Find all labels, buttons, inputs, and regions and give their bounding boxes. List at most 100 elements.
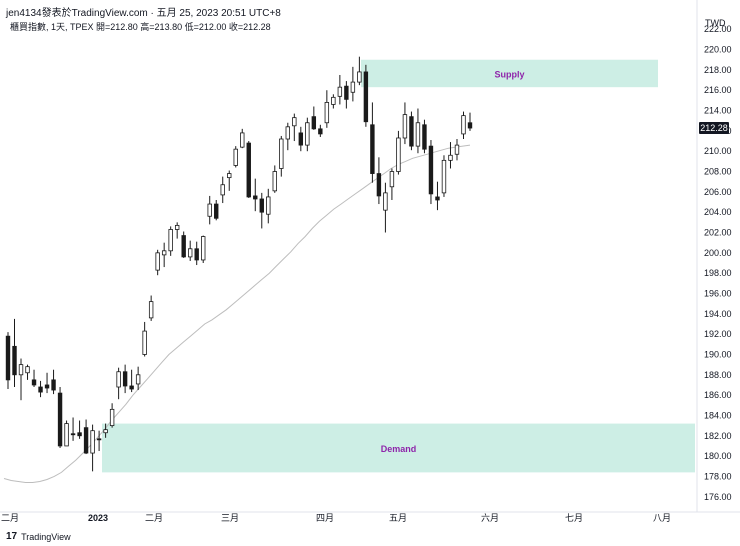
candle-body[interactable] — [279, 138, 284, 169]
candle-body[interactable] — [129, 385, 134, 390]
candle-body[interactable] — [207, 203, 212, 217]
candle-body[interactable] — [448, 154, 453, 161]
last-price-label: 212.28 — [700, 123, 728, 133]
zones-layer: Supply Demand — [102, 59, 695, 473]
candle-body[interactable] — [51, 379, 56, 391]
candle-body[interactable] — [402, 114, 408, 139]
candle-body[interactable] — [357, 71, 362, 83]
candle-body[interactable] — [142, 330, 147, 355]
candle-body[interactable] — [5, 335, 11, 381]
tradingview-footer[interactable]: 17 TradingView — [6, 531, 71, 542]
candle-body[interactable] — [389, 171, 395, 188]
candle-body[interactable] — [435, 196, 440, 201]
candle-body[interactable] — [240, 132, 245, 148]
y-tick-label: 208.00 — [704, 167, 732, 177]
candle-body[interactable] — [220, 184, 225, 196]
x-tick-label: 2023 — [88, 513, 108, 523]
axes-layer: TWD222.00220.00218.00216.00214.00212.002… — [0, 0, 740, 523]
candle-body[interactable] — [57, 392, 63, 447]
candle-body[interactable] — [116, 371, 121, 388]
candle-body[interactable] — [292, 117, 297, 127]
y-tick-label: 210.00 — [704, 146, 732, 156]
candle-body[interactable] — [122, 371, 128, 387]
candle-body[interactable] — [148, 301, 154, 319]
candle-body[interactable] — [285, 126, 291, 140]
candle-body[interactable] — [376, 173, 382, 197]
candle-body[interactable] — [12, 345, 17, 376]
candle-body[interactable] — [18, 364, 24, 376]
candle-body[interactable] — [454, 144, 460, 155]
candle-body[interactable] — [174, 224, 180, 230]
candle-body[interactable] — [168, 229, 173, 252]
candle-body[interactable] — [96, 438, 102, 441]
candle-body[interactable] — [259, 198, 264, 213]
candle-body[interactable] — [155, 252, 160, 271]
candle-body[interactable] — [383, 192, 388, 211]
x-tick-label: 七月 — [565, 513, 583, 523]
candles-layer[interactable] — [5, 56, 473, 472]
x-tick-label: 二月 — [145, 513, 163, 523]
candle-body[interactable] — [25, 366, 30, 374]
candle-body[interactable] — [461, 115, 466, 135]
candle-body[interactable] — [396, 137, 401, 172]
x-tick-label: 四月 — [316, 513, 334, 523]
candle-body[interactable] — [227, 173, 232, 179]
candle-body[interactable] — [415, 122, 421, 147]
candle-body[interactable] — [344, 85, 349, 100]
x-tick-label: 五月 — [389, 513, 407, 523]
candle-body[interactable] — [337, 86, 343, 97]
candle-body[interactable] — [370, 124, 375, 174]
y-tick-label: 204.00 — [704, 207, 732, 217]
candle-body[interactable] — [187, 248, 193, 258]
candle-body[interactable] — [201, 236, 206, 261]
candle-body[interactable] — [70, 433, 76, 436]
y-tick-label: 216.00 — [704, 85, 732, 95]
candle-body[interactable] — [272, 171, 277, 192]
candle-body[interactable] — [44, 384, 50, 389]
y-tick-label: 186.00 — [704, 390, 732, 400]
zone-supply — [361, 59, 658, 88]
candle-body[interactable] — [64, 423, 69, 447]
candle-body[interactable] — [246, 142, 251, 198]
tradingview-logo-icon: 17 — [6, 531, 18, 542]
candle-body[interactable] — [90, 430, 95, 454]
candle-body[interactable] — [331, 96, 336, 105]
zone-demand — [102, 423, 695, 473]
y-tick-label: 222.00 — [704, 24, 732, 34]
zone-label: Demand — [381, 444, 417, 454]
candle-body[interactable] — [324, 102, 330, 124]
candle-body[interactable] — [38, 386, 43, 393]
candle-body[interactable] — [31, 379, 37, 386]
candle-body[interactable] — [233, 148, 238, 166]
moving-average-layer — [3, 144, 471, 483]
candle-body[interactable] — [135, 374, 141, 385]
y-tick-label: 218.00 — [704, 65, 732, 75]
candle-body[interactable] — [467, 122, 473, 129]
candle-body[interactable] — [194, 248, 199, 261]
candle-body[interactable] — [181, 235, 186, 258]
y-tick-label: 188.00 — [704, 370, 732, 380]
candle-body[interactable] — [441, 159, 447, 194]
candle-body[interactable] — [109, 408, 115, 427]
candle-body[interactable] — [305, 122, 310, 146]
candle-body[interactable] — [83, 427, 89, 454]
candle-body[interactable] — [214, 203, 219, 219]
moving-average-line — [3, 144, 471, 483]
candle-body[interactable] — [311, 116, 317, 130]
candle-body[interactable] — [318, 128, 323, 135]
y-tick-label: 178.00 — [704, 471, 732, 481]
candle-body[interactable] — [77, 432, 82, 437]
candle-body[interactable] — [350, 81, 356, 93]
candle-body[interactable] — [266, 196, 271, 215]
candle-body[interactable] — [428, 145, 434, 195]
candle-body[interactable] — [363, 71, 369, 123]
candle-body[interactable] — [298, 132, 304, 146]
candle-body[interactable] — [422, 124, 427, 150]
x-tick-label: 八月 — [653, 513, 671, 523]
candle-body[interactable] — [161, 250, 167, 256]
candle-body[interactable] — [103, 429, 108, 434]
y-tick-label: 206.00 — [704, 187, 732, 197]
candle-body[interactable] — [253, 195, 258, 200]
candle-body[interactable] — [409, 116, 414, 147]
